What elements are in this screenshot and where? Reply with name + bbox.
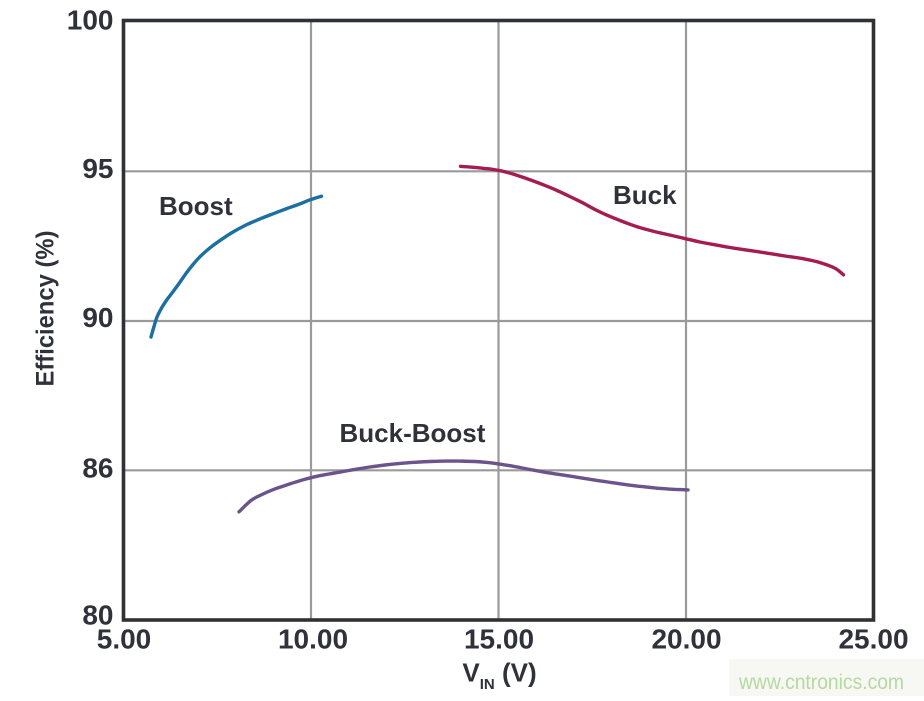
svg-text:Boost: Boost bbox=[159, 191, 233, 221]
svg-text:80: 80 bbox=[82, 600, 113, 631]
svg-text:Efficiency (%): Efficiency (%) bbox=[32, 231, 60, 387]
svg-text:95: 95 bbox=[82, 153, 113, 184]
svg-text:10.00: 10.00 bbox=[278, 624, 348, 655]
svg-text:90: 90 bbox=[82, 302, 113, 333]
svg-text:5.00: 5.00 bbox=[97, 624, 152, 655]
svg-text:86: 86 bbox=[82, 453, 113, 484]
svg-text:www.cntronics.com: www.cntronics.com bbox=[738, 671, 904, 694]
svg-text:25.00: 25.00 bbox=[838, 624, 908, 655]
svg-text:Buck-Boost: Buck-Boost bbox=[340, 418, 486, 448]
svg-text:100: 100 bbox=[67, 5, 114, 36]
svg-text:20.00: 20.00 bbox=[651, 624, 721, 655]
svg-text:Buck: Buck bbox=[613, 180, 677, 210]
svg-text:15.00: 15.00 bbox=[464, 624, 534, 655]
svg-text:VIN (V): VIN (V) bbox=[462, 658, 536, 694]
